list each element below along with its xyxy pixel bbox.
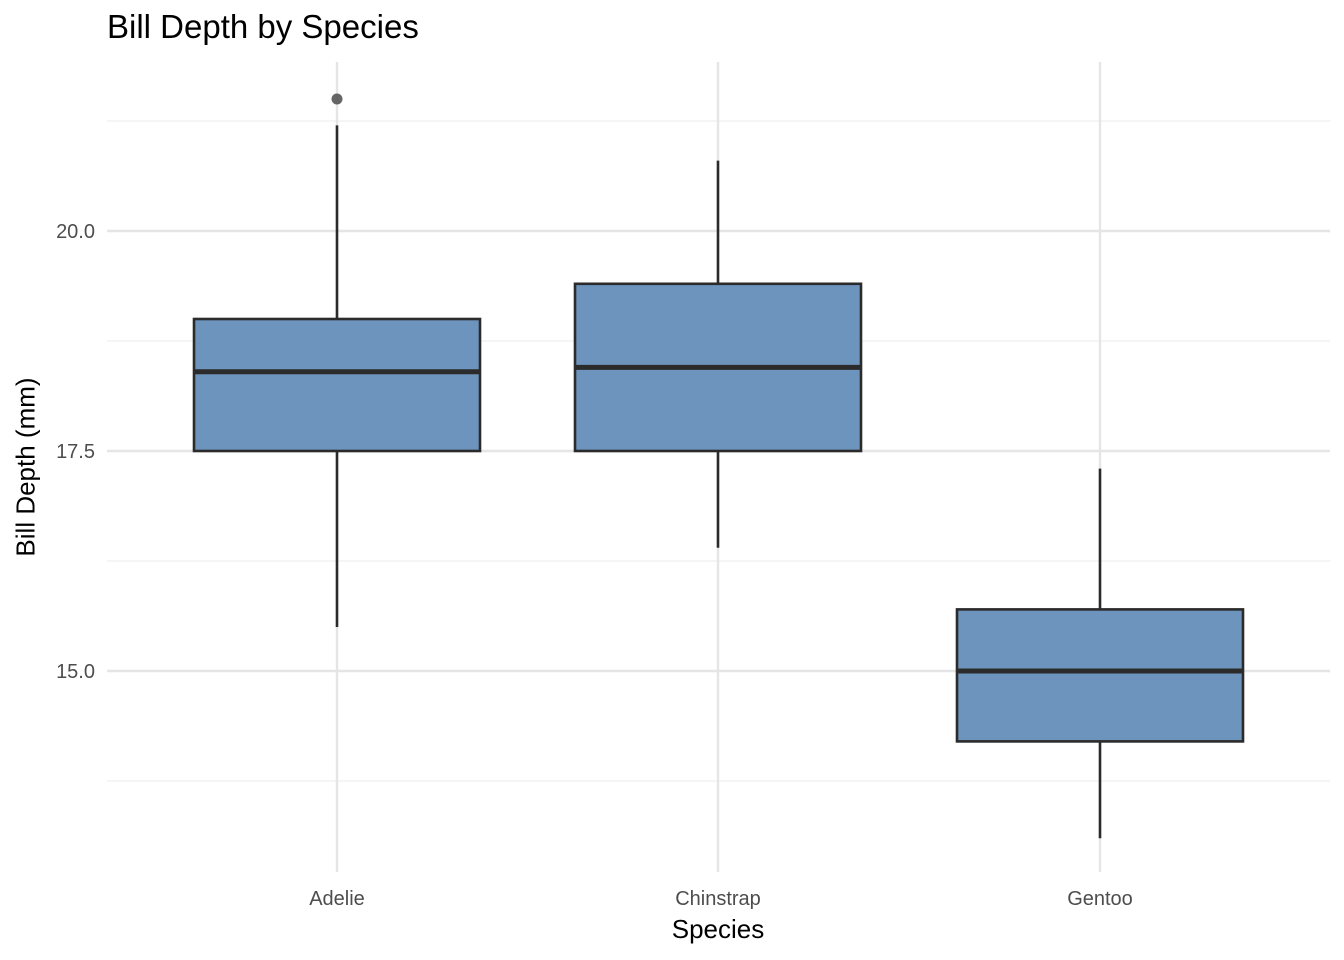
box-gentoo — [955, 468, 1245, 839]
y-tick-label: 20.0 — [56, 221, 95, 243]
box-iqr — [955, 608, 1245, 743]
x-tick-label: Gentoo — [1067, 888, 1133, 910]
x-tick-labels: Adelie Chinstrap Gentoo — [309, 888, 1133, 910]
box-chinstrap — [573, 160, 863, 548]
chart-title: Bill Depth by Species — [107, 8, 419, 45]
y-tick-labels: 15.0 17.5 20.0 — [56, 221, 95, 683]
box-adelie — [192, 93, 482, 627]
y-tick-label: 15.0 — [56, 661, 95, 683]
box-iqr — [192, 317, 482, 453]
boxes — [192, 93, 1245, 839]
x-tick-label: Adelie — [309, 888, 365, 910]
y-tick-label: 17.5 — [56, 441, 95, 463]
x-axis-title: Species — [671, 914, 765, 944]
outlier-point — [331, 93, 343, 105]
x-tick-label: Chinstrap — [675, 888, 761, 910]
